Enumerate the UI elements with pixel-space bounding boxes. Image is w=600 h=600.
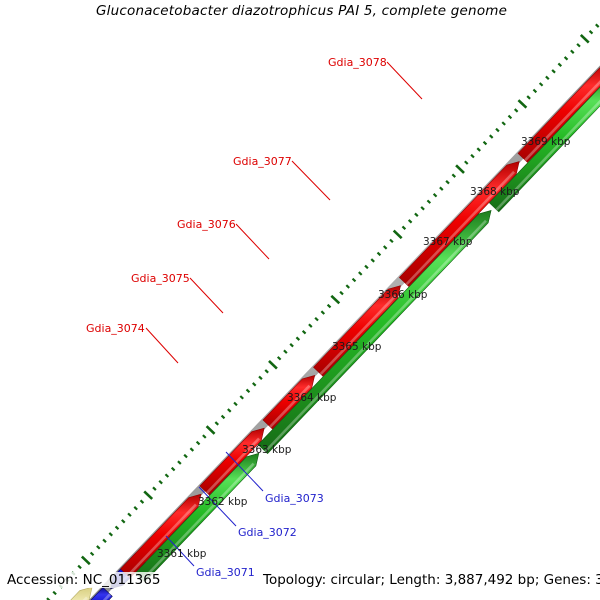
gene-feature[interactable] [24,586,93,600]
ruler-tick-label: 3367 kbp [423,236,473,248]
gene-label-gdia_3073[interactable]: Gdia_3073 [265,492,324,505]
gene-feature[interactable] [120,493,202,579]
gene-feature[interactable] [257,210,492,455]
gene-leader-line [189,277,224,314]
gene-leader-line [165,535,195,567]
gene-leader-line [145,327,179,364]
gene-label-gdia_3072[interactable]: Gdia_3072 [238,526,297,539]
gene-label-gdia_3076[interactable]: Gdia_3076 [177,218,236,231]
gene-leader-line [198,486,237,527]
gene-label-gdia_3071[interactable]: Gdia_3071 [196,566,255,579]
page-title: Gluconacetobacter diazotrophicus PAI 5, … [96,3,508,19]
ruler-tick-label: 3369 kbp [521,136,571,148]
gene-feature[interactable] [80,586,113,600]
gene-feature[interactable] [313,285,401,377]
ruler-tick-label: 3365 kbp [332,341,382,353]
gene-feature[interactable] [488,73,600,213]
gene-leader-line [291,160,331,201]
ruler-tick-label: 3362 kbp [198,496,248,508]
topology-label: Topology: circular; Length: 3,887,492 bp… [262,572,600,588]
accession-label: Accession: NC_011365 [6,572,162,588]
gene-feature[interactable] [199,427,265,496]
ruler-tick-label: 3364 kbp [287,392,337,404]
gene-feature[interactable] [134,452,260,583]
ruler-tick-label: 3361 kbp [157,548,207,560]
gene-leader-line [225,451,264,492]
ruler-tick-label: 3363 kbp [242,444,292,456]
feature-track-khaki[interactable] [24,586,93,600]
gene-leader-line [235,223,270,260]
gene-feature[interactable] [517,64,600,163]
gene-feature[interactable] [262,374,316,430]
gene-label-gdia_3075[interactable]: Gdia_3075 [131,272,190,285]
ruler-tick-label: 3366 kbp [378,289,428,301]
feature-track-forward-strand[interactable] [120,64,600,579]
status-bar: Accession: NC_011365 Topology: circular;… [0,566,600,600]
gene-label-leader-lines [145,61,423,567]
gene-label-gdia_3078[interactable]: Gdia_3078 [328,56,387,69]
gene-label-gdia_3077[interactable]: Gdia_3077 [233,155,292,168]
gene-label-gdia_3074[interactable]: Gdia_3074 [86,322,145,335]
ruler-tick-label: 3368 kbp [470,186,520,198]
genome-backbone [88,65,600,600]
gene-leader-line [386,61,423,100]
gene-feature[interactable] [398,161,520,287]
feature-track-green[interactable] [134,73,600,583]
